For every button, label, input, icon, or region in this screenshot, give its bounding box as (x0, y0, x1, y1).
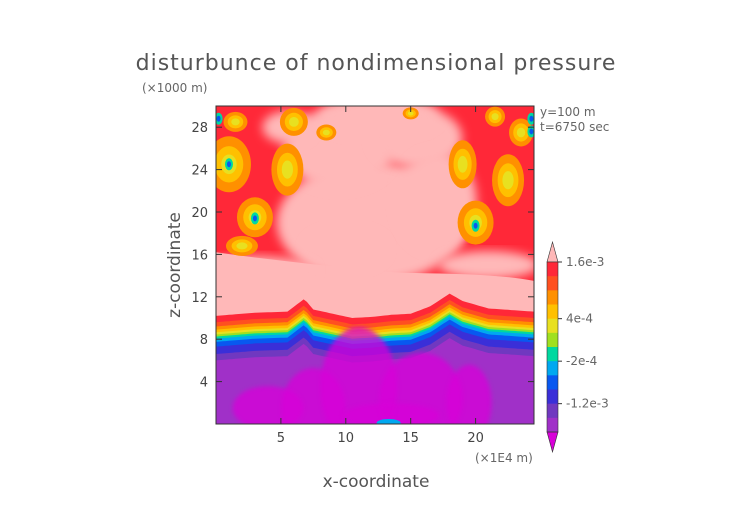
y-tick-label: 16 (191, 248, 208, 263)
contour-blob (529, 115, 534, 122)
contour-blob (502, 171, 514, 190)
colorbar-swatch (547, 262, 558, 277)
contour-blob (216, 115, 221, 122)
colorbar-label: 1.6e-3 (566, 255, 604, 269)
y-tick-label: 12 (191, 291, 208, 306)
y-tick-label: 24 (191, 164, 208, 179)
contour-blob (252, 215, 257, 222)
contour-blob (446, 364, 492, 424)
contour-blob (457, 155, 468, 173)
colorbar-swatch (547, 389, 558, 405)
y-tick-label: 8 (200, 333, 208, 348)
colorbar-swatch (547, 403, 558, 419)
x-tick-label: 5 (277, 431, 285, 446)
colorbar-swatch (547, 290, 558, 305)
y-axis-label: z-coordinate (165, 212, 185, 318)
colorbar-swatch (547, 332, 558, 348)
contour-blob (318, 106, 439, 137)
contour-blob (288, 117, 299, 127)
colorbar-cap-bottom (546, 431, 559, 454)
y-tick-label: 28 (191, 121, 208, 136)
contour-blob (343, 403, 440, 424)
colorbar-swatch (547, 347, 558, 362)
y-tick-label: 4 (200, 376, 208, 391)
contour-blob (529, 128, 534, 135)
contour-blob (438, 251, 534, 279)
contour-blob (305, 229, 386, 270)
colorbar-frame (546, 261, 559, 433)
colorbar-swatch (547, 375, 558, 390)
contour-blob (231, 118, 240, 126)
lower-contour-layer (216, 293, 534, 424)
colorbar: 1.6e-3 4e-4 -2e-4 -1.2e-3 (546, 240, 609, 454)
colorbar-swatch (547, 417, 558, 433)
y-unit-label: (×1000 m) (142, 81, 207, 95)
contour-blob (281, 160, 293, 179)
x-tick-label: 20 (467, 431, 484, 446)
x-unit-label: (×1E4 m) (475, 451, 533, 465)
y-tick-label: 20 (191, 206, 208, 221)
colorbar-label: -2e-4 (566, 354, 597, 368)
colorbar-swatch (547, 361, 558, 376)
x-axis-label: x-coordinate (323, 472, 430, 492)
upper-contour-layer (216, 106, 534, 340)
annotation-y: y=100 m (540, 105, 596, 119)
annotation-t: t=6750 sec (540, 120, 609, 134)
contour-blob (236, 242, 248, 250)
colorbar-label: -1.2e-3 (566, 397, 609, 411)
contour-blob (491, 113, 499, 121)
contour-blob (322, 129, 330, 136)
colorbar-swatch (547, 276, 558, 291)
contour-blob (226, 161, 231, 168)
colorbar-label: 4e-4 (566, 312, 593, 326)
contour-blob (516, 127, 526, 138)
contour-blob (376, 418, 401, 424)
contour-blob (407, 111, 414, 116)
y-axis: 4 8 12 16 20 24 28 (191, 121, 534, 391)
contour-blob (473, 222, 478, 229)
colorbar-swatch (547, 304, 558, 320)
colorbar-swatch (547, 318, 558, 334)
x-axis: 5 10 15 20 (277, 106, 484, 446)
plot-area (216, 106, 534, 424)
plot-frame (215, 105, 535, 425)
x-tick-label: 10 (338, 431, 355, 446)
chart-title: disturbunce of nondimensional pressure (136, 51, 617, 76)
x-tick-label: 15 (402, 431, 419, 446)
contour-blob (232, 386, 304, 424)
colorbar-cap-top (546, 240, 559, 263)
